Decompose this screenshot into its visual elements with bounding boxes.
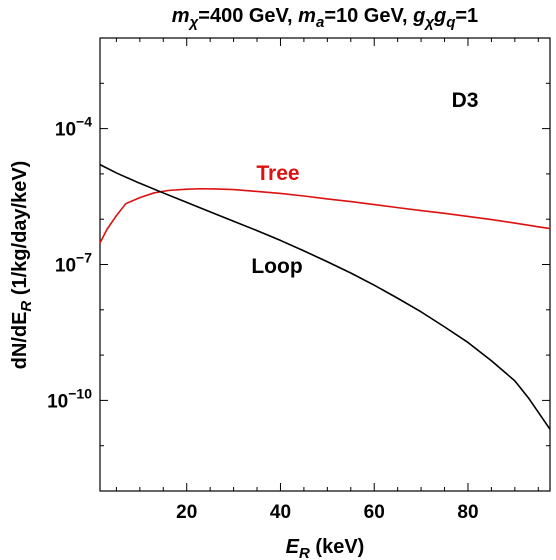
series-label-tree: Tree <box>256 162 299 185</box>
series-line-loop <box>99 163 551 430</box>
x-axis: 20 40 60 80 <box>115 38 539 523</box>
x-tick-label: 60 <box>364 502 385 523</box>
y-axis: 10−4 10−7 10−10 <box>47 37 550 492</box>
plot-frame <box>99 37 551 492</box>
y-axis-label: dN/dER (1/kg/day/keV) <box>9 161 35 370</box>
x-tick-label: 80 <box>457 502 478 523</box>
y-tick-label: 10−4 <box>55 114 92 141</box>
chart-title: mχ=400 GeV, ma=10 GeV, gχgq=1 <box>172 5 478 31</box>
x-tick-label: 20 <box>176 502 197 523</box>
x-tick-label: 40 <box>270 502 291 523</box>
panel-label: D3 <box>452 89 479 112</box>
series-lines <box>99 163 551 430</box>
series-label-loop: Loop <box>251 255 302 278</box>
x-axis-label: ER (keV) <box>286 536 365 560</box>
y-tick-label: 10−10 <box>47 385 92 412</box>
y-tick-label: 10−7 <box>55 250 92 277</box>
series-line-tree <box>99 187 551 244</box>
